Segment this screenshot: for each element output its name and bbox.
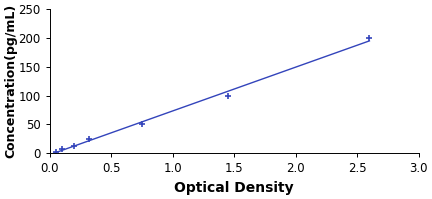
- X-axis label: Optical Density: Optical Density: [175, 181, 294, 195]
- Y-axis label: Concentration(pg/mL): Concentration(pg/mL): [4, 4, 17, 158]
